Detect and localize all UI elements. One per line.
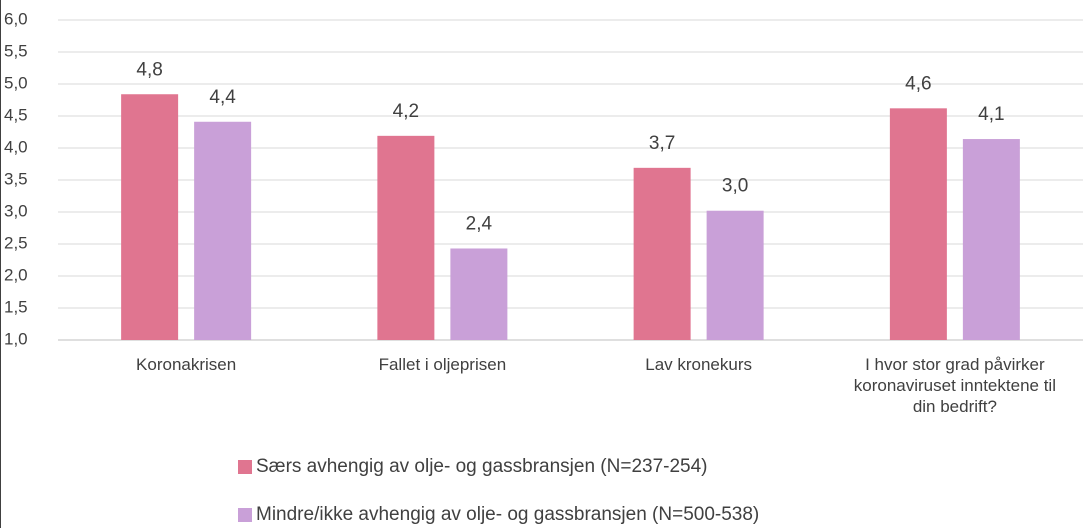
y-tick-label: 3,5 <box>4 169 28 188</box>
x-tick-label: I hvor stor grad påvirker koronaviruset … <box>853 355 1056 416</box>
y-tick-label: 5,0 <box>4 73 28 92</box>
y-tick-label: 1,5 <box>4 297 28 316</box>
y-tick-label: 1,0 <box>4 329 28 348</box>
bar <box>121 94 179 341</box>
data-label: 4,6 <box>905 73 931 94</box>
y-tick-label: 3,0 <box>4 201 28 220</box>
bar <box>377 135 435 340</box>
data-label: 4,8 <box>136 59 162 80</box>
data-label: 3,0 <box>722 176 748 197</box>
data-label: 4,2 <box>393 101 419 122</box>
y-tick-label: 5,5 <box>4 41 28 60</box>
legend-marker <box>238 508 252 522</box>
x-tick-label: Fallet i oljeprisen <box>378 355 507 374</box>
data-label: 3,7 <box>649 133 675 154</box>
bar <box>706 210 764 340</box>
data-label: 2,4 <box>466 213 493 234</box>
x-tick-label: Lav kronekurs <box>645 355 753 374</box>
x-tick-label: Koronakrisen <box>136 355 237 374</box>
y-tick-label: 2,0 <box>4 265 28 284</box>
y-tick-label: 4,0 <box>4 137 28 156</box>
bar <box>194 121 252 340</box>
y-tick-label: 2,5 <box>4 233 28 252</box>
legend-label: Særs avhengig av olje- og gassbransjen (… <box>256 456 708 477</box>
legend-marker <box>238 460 252 474</box>
y-tick-label: 4,5 <box>4 105 28 124</box>
bar <box>889 108 947 340</box>
bar <box>962 139 1020 340</box>
bar <box>450 248 508 340</box>
y-tick-label: 6,0 <box>4 9 28 28</box>
legend-label: Mindre/ikke avhengig av olje- og gassbra… <box>256 504 759 525</box>
bar <box>633 167 691 340</box>
data-label: 4,4 <box>209 87 236 108</box>
data-label: 4,1 <box>978 104 1004 125</box>
